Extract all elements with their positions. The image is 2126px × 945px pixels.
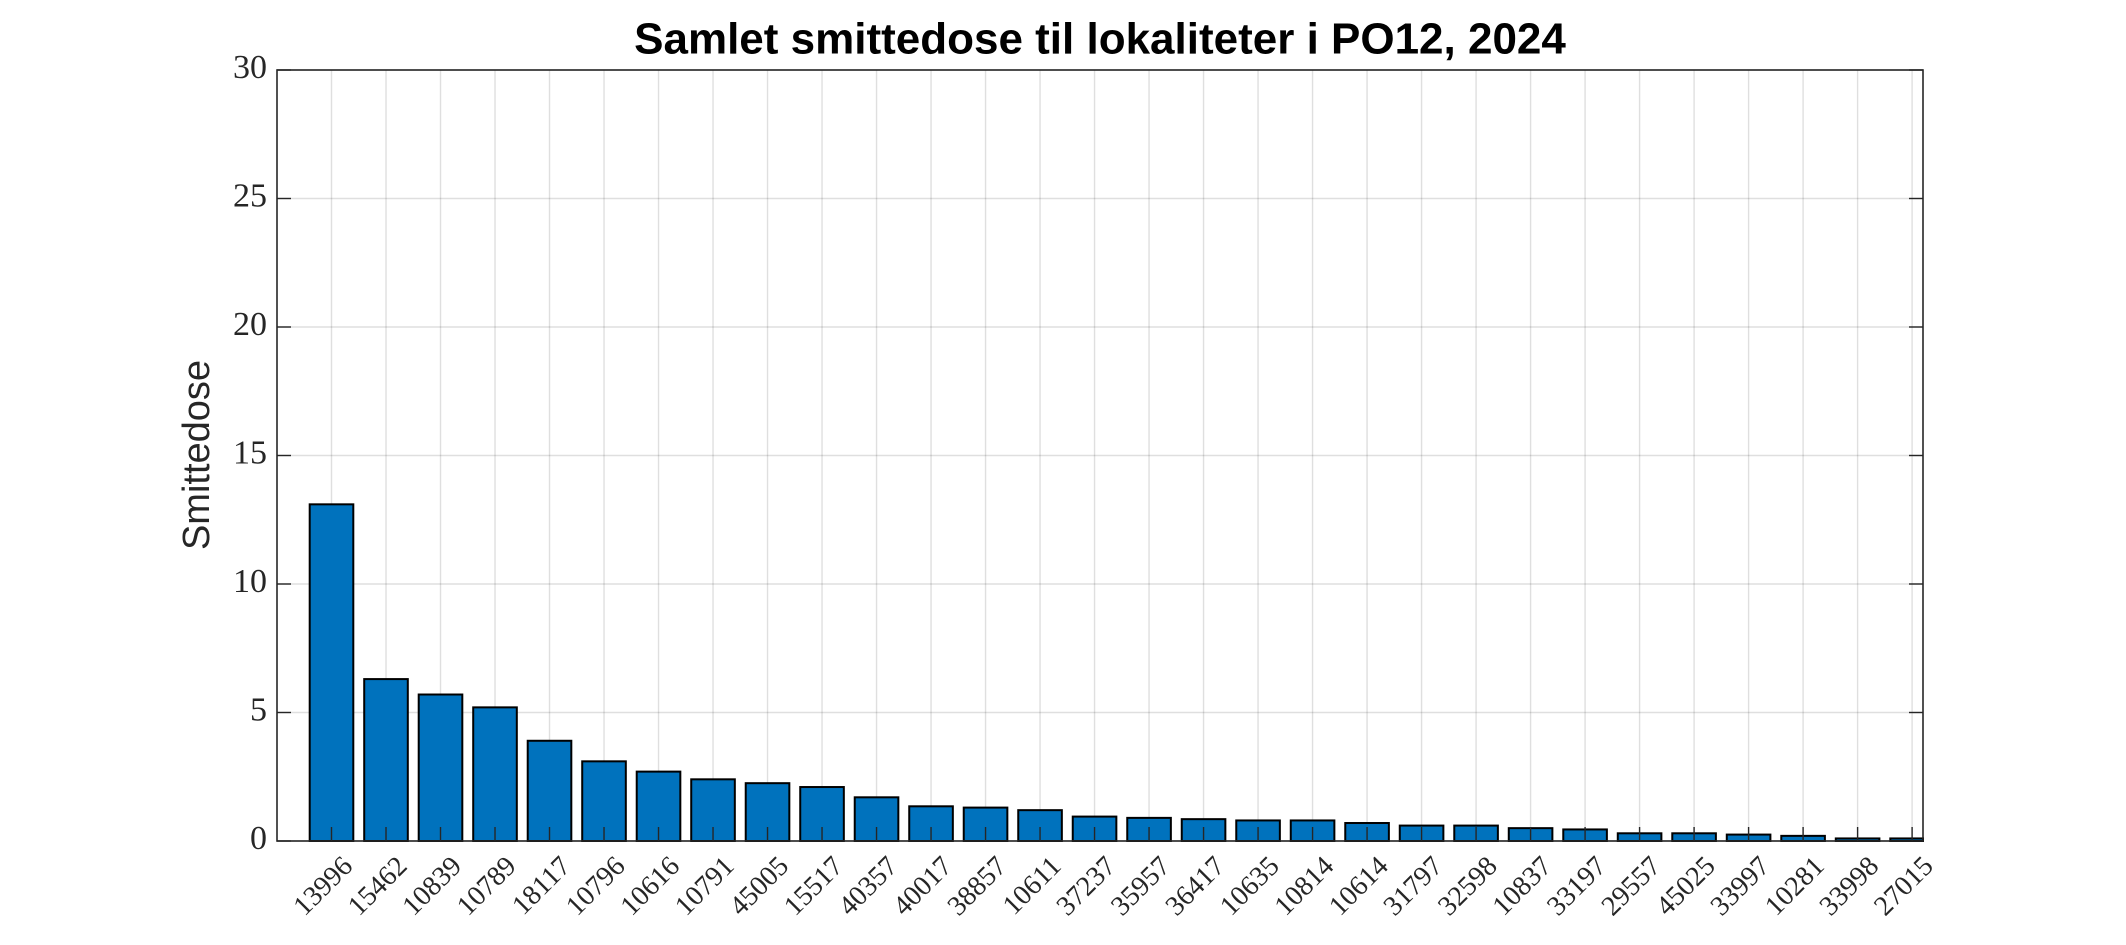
chart-title: Samlet smittedose til lokaliteter i PO12… [634, 15, 1566, 64]
x-tick-label: 10789 [451, 851, 522, 922]
bar [363, 678, 409, 843]
x-tick-label: 10839 [397, 851, 468, 922]
y-tick-label: 20 [233, 306, 267, 343]
x-tick-label: 10611 [997, 851, 1068, 922]
x-tick-label: 36417 [1160, 851, 1231, 922]
x-tick-label: 32598 [1432, 851, 1503, 922]
x-tick-label: 10814 [1269, 851, 1340, 922]
bar [472, 706, 518, 842]
x-tick-label: 10635 [1214, 851, 1285, 922]
y-tick-label: 10 [233, 563, 267, 600]
x-tick-label: 27015 [1868, 851, 1939, 922]
x-tick-label: 10837 [1487, 851, 1558, 922]
x-tick-label: 33998 [1814, 851, 1885, 922]
y-tick-label: 15 [233, 434, 267, 471]
x-tick-label: 10796 [560, 851, 631, 922]
x-tick-label: 40017 [887, 851, 958, 922]
x-tick-label: 33197 [1541, 851, 1612, 922]
x-tick-label: 29557 [1596, 851, 1667, 922]
y-tick-label: 5 [250, 691, 267, 728]
x-tick-label: 10614 [1323, 851, 1394, 922]
x-tick-label: 37237 [1051, 851, 1122, 922]
x-tick-label: 10616 [615, 851, 686, 922]
y-axis-label: Smittedose [176, 360, 218, 550]
axes-box [276, 69, 1924, 842]
y-tick-label: 30 [233, 49, 267, 86]
plot-area [277, 70, 1923, 841]
x-tick-label: 33997 [1705, 851, 1776, 922]
y-tick-label: 25 [233, 177, 267, 214]
y-tick-label: 0 [250, 820, 267, 857]
x-tick-label: 15517 [778, 851, 849, 922]
x-tick-label: 35957 [1105, 851, 1176, 922]
x-tick-label: 40357 [833, 851, 904, 922]
x-tick-label: 10281 [1759, 851, 1830, 922]
bar [526, 739, 573, 843]
x-tick-label: 45005 [724, 851, 795, 922]
x-tick-label: 10791 [669, 851, 740, 922]
x-tick-label: 38857 [942, 851, 1013, 922]
x-tick-label: 13996 [288, 851, 359, 922]
x-tick-label: 18117 [506, 851, 577, 922]
bar [417, 693, 464, 843]
x-tick-label: 31797 [1378, 851, 1449, 922]
x-tick-label: 15462 [342, 851, 413, 922]
x-tick-label: 45025 [1650, 851, 1721, 922]
bar [308, 503, 355, 842]
